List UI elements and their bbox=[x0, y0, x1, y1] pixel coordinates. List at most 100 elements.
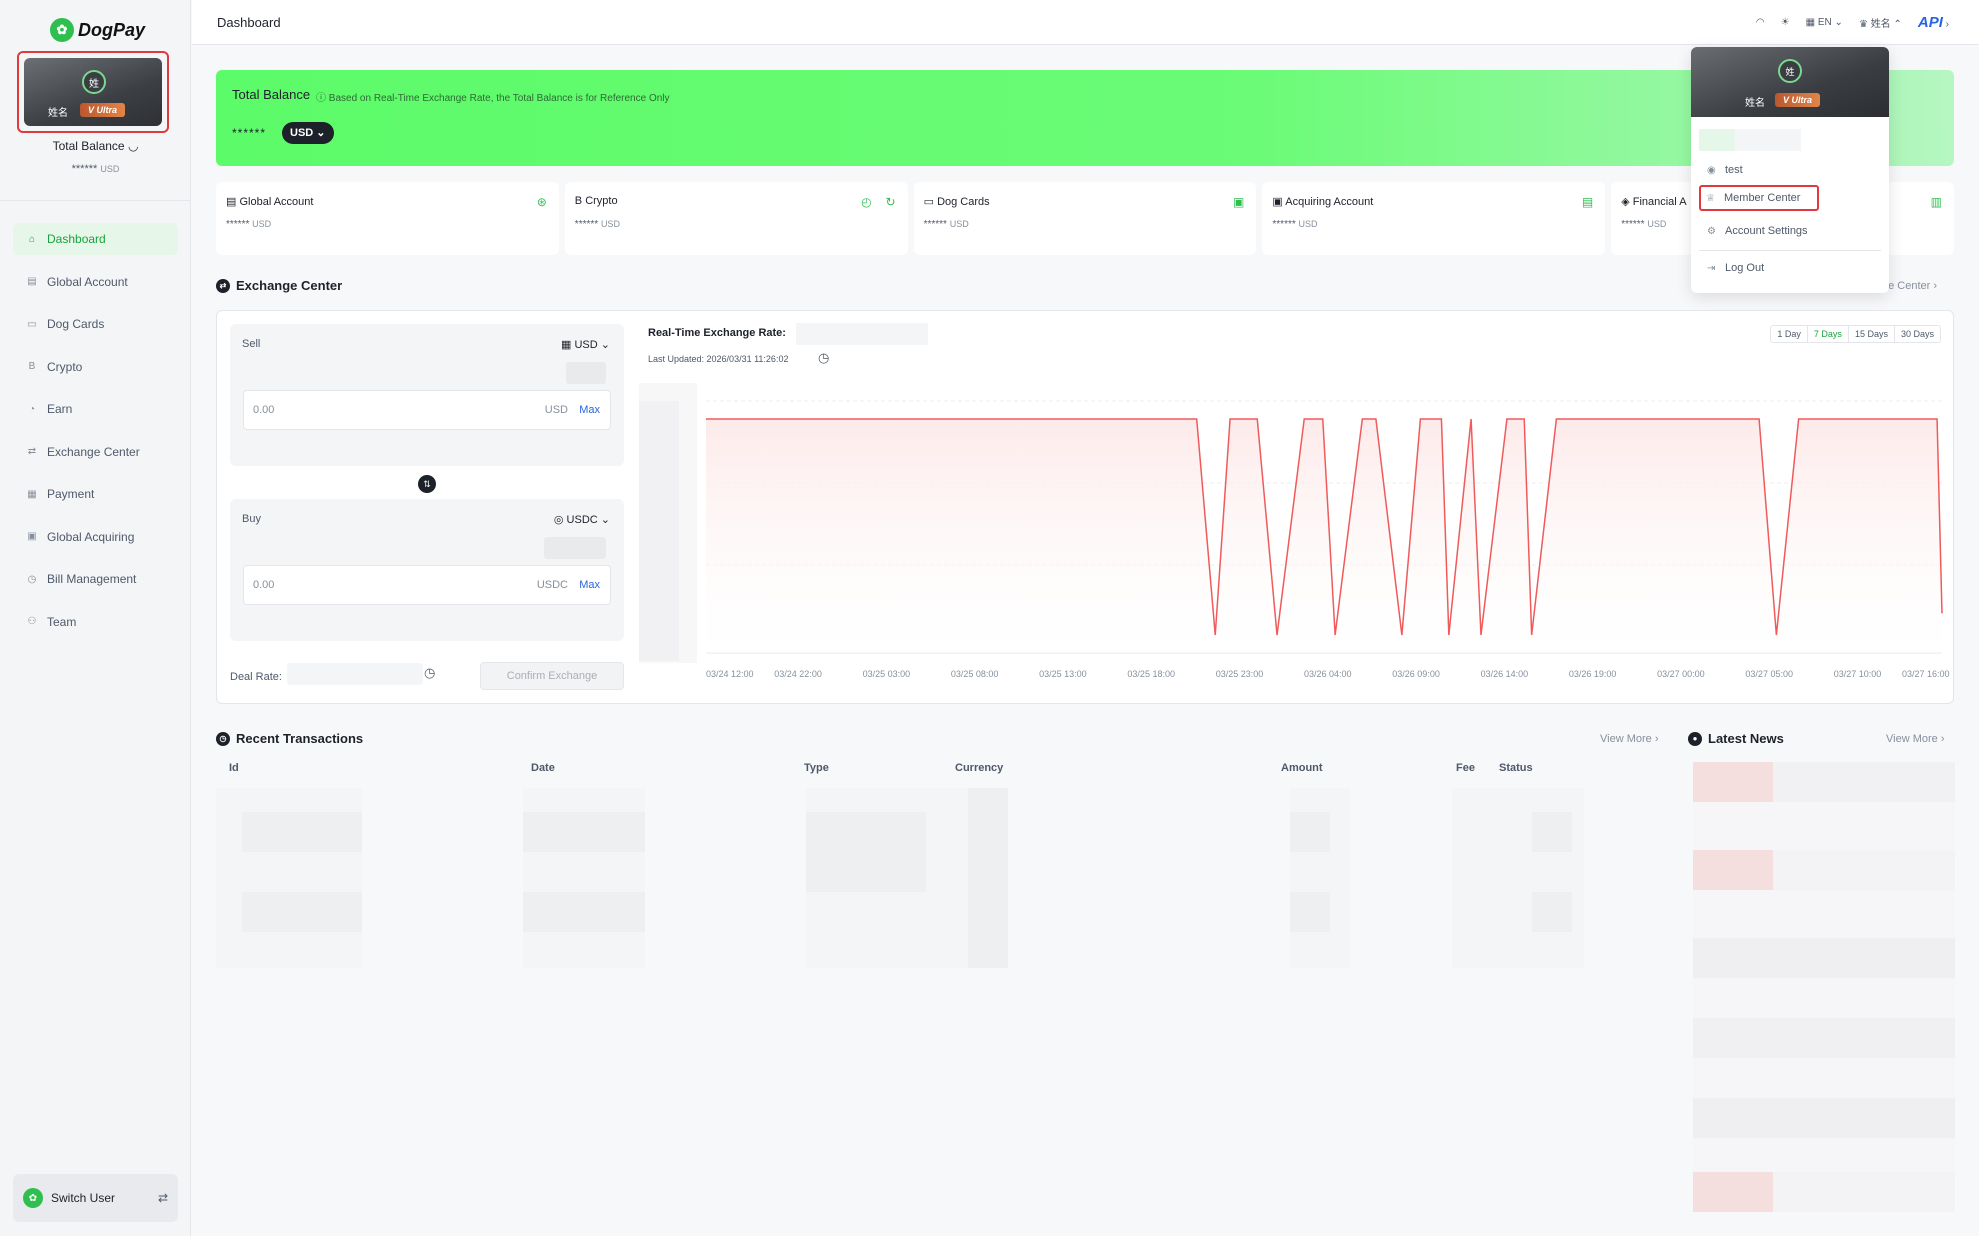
bitcoin-icon: B bbox=[28, 361, 36, 372]
clock-icon: ◷ bbox=[216, 731, 230, 746]
list-item[interactable] bbox=[1693, 850, 1955, 890]
deal-rate-value bbox=[287, 663, 423, 685]
sell-amount-input[interactable]: 0.00 USD Max bbox=[243, 390, 611, 430]
exchange-center-link[interactable]: ge Center › bbox=[1882, 280, 1938, 292]
sidebar-total-value: ****** USD bbox=[71, 163, 120, 175]
menu-item-account-settings[interactable]: ⚙ Account Settings bbox=[1707, 225, 1808, 237]
card-icon: ▭ bbox=[923, 196, 934, 208]
sidebar-item-global-acquiring[interactable]: ▣ Global Acquiring bbox=[27, 529, 135, 544]
account-card-acquiring[interactable]: ▣ Acquiring Account ****** USD ▤ bbox=[1262, 182, 1606, 255]
language-selector[interactable]: ▦ EN ⌄ bbox=[1805, 17, 1843, 28]
eye-closed-icon[interactable]: ◡ bbox=[127, 139, 139, 153]
sidebar-item-bill-management[interactable]: ◷ Bill Management bbox=[27, 572, 137, 586]
bitcoin-icon: B bbox=[574, 195, 583, 207]
sell-max-button[interactable]: Max bbox=[579, 404, 600, 416]
account-card-dog-cards[interactable]: ▭ Dog Cards ****** USD ▣ bbox=[913, 182, 1257, 255]
tier-badge: V Ultra bbox=[80, 103, 126, 117]
earn-icon: ◔ bbox=[28, 403, 36, 415]
x-tick-label: 03/26 14:00 bbox=[1481, 669, 1529, 679]
acquiring-icon: ▣ bbox=[27, 531, 37, 542]
account-card-global[interactable]: ▤ Global Account ****** USD ⊛ bbox=[216, 182, 559, 255]
add-card-icon[interactable]: ▣ bbox=[1233, 195, 1245, 209]
sidebar-item-dashboard[interactable]: ⌂ Dashboard bbox=[13, 223, 178, 255]
switch-user-button[interactable]: ✿ Switch User ⇄ bbox=[13, 1174, 178, 1222]
sidebar-item-dog-cards[interactable]: ▭ Dog Cards bbox=[27, 317, 105, 331]
chevron-down-icon: ⌄ bbox=[1834, 17, 1843, 28]
confirm-exchange-button[interactable]: Confirm Exchange bbox=[480, 662, 624, 690]
sidebar-item-team[interactable]: ⚇ Team bbox=[27, 614, 77, 629]
avatar: 姓 bbox=[1778, 59, 1802, 83]
buy-amount-input[interactable]: 0.00 USDC Max bbox=[243, 565, 611, 605]
api-link[interactable]: API › bbox=[1917, 14, 1949, 31]
divider bbox=[1699, 250, 1881, 251]
menu-item-log-out[interactable]: ⇥ Log Out bbox=[1707, 262, 1765, 274]
range-selector: 1 Day 7 Days 15 Days 30 Days bbox=[1770, 325, 1941, 343]
x-tick-label: 03/27 00:00 bbox=[1657, 669, 1705, 679]
col-date: Date bbox=[531, 762, 555, 774]
rate-value bbox=[796, 323, 928, 345]
swap-currencies-button[interactable]: ⇅ bbox=[418, 475, 436, 493]
buy-currency-select[interactable]: ◎ USDC ⌄ bbox=[553, 514, 610, 526]
x-tick-label: 03/25 18:00 bbox=[1127, 669, 1175, 679]
list-item[interactable] bbox=[1693, 938, 1955, 978]
col-currency: Currency bbox=[955, 762, 1004, 774]
sidebar-item-crypto[interactable]: B Crypto bbox=[13, 351, 178, 383]
headset-icon[interactable]: ◠ bbox=[1755, 17, 1765, 28]
exchange-rate-chart: 03/24 12:00 03/24 22:00 03/25 03:00 03/25 0… bbox=[639, 383, 1950, 679]
range-15-days[interactable]: 15 Days bbox=[1849, 326, 1895, 342]
bank-icon: ▤ bbox=[226, 196, 237, 208]
col-type: Type bbox=[804, 762, 829, 774]
refresh-icon[interactable]: ↻ bbox=[885, 195, 896, 209]
sidebar-item-payment[interactable]: ▦ Payment bbox=[27, 487, 95, 501]
menu-item-member-center[interactable]: ♕ Member Center bbox=[1699, 185, 1819, 211]
refresh-icon[interactable]: ◷ bbox=[818, 350, 830, 365]
dropdown-member-card[interactable]: 姓 姓名 V Ultra bbox=[1691, 47, 1889, 117]
x-tick-label: 03/25 08:00 bbox=[951, 669, 999, 679]
list-item[interactable] bbox=[1693, 1018, 1955, 1058]
sidebar-total-label[interactable]: Total Balance ◡ bbox=[52, 139, 139, 153]
member-card[interactable]: 姓 姓名 V Ultra bbox=[17, 51, 169, 133]
menu-item-user[interactable]: ◉ test bbox=[1707, 164, 1743, 176]
rate-title: Real-Time Exchange Rate: bbox=[648, 327, 786, 339]
exchange-icon[interactable]: ⊛ bbox=[536, 195, 547, 209]
range-7-days[interactable]: 7 Days bbox=[1808, 326, 1849, 342]
list-item[interactable] bbox=[1693, 1172, 1955, 1212]
range-30-days[interactable]: 30 Days bbox=[1900, 329, 1934, 339]
exchange-icon: ⇄ bbox=[27, 446, 37, 457]
financial-action-icon[interactable]: ▥ bbox=[1930, 195, 1942, 209]
latest-news-title: ● Latest News bbox=[1688, 731, 1784, 746]
transfer-icon[interactable]: ▤ bbox=[1581, 195, 1594, 209]
dog-logo-icon: ✿ bbox=[23, 1188, 43, 1208]
dog-logo-icon: ✿ bbox=[50, 18, 74, 42]
user-menu-trigger[interactable]: ♛ 姓名 ⌃ bbox=[1858, 19, 1902, 30]
sidebar: ✿ DogPay 姓 姓名 V Ultra Total Balance ◡ **… bbox=[0, 0, 191, 1236]
crown-icon: ♕ bbox=[1706, 192, 1715, 204]
news-view-more[interactable]: View More › bbox=[1886, 733, 1945, 745]
theme-sun-icon[interactable]: ☀ bbox=[1780, 17, 1790, 28]
transactions-view-more[interactable]: View More › bbox=[1600, 733, 1659, 745]
range-1-day[interactable]: 1 Day bbox=[1771, 326, 1808, 342]
deposit-icon[interactable]: ◴ bbox=[861, 195, 872, 209]
sidebar-item-exchange-center[interactable]: ⇄ Exchange Center bbox=[27, 444, 140, 459]
list-item[interactable] bbox=[1693, 762, 1955, 802]
currency-selector[interactable]: USD ⌄ bbox=[282, 122, 334, 144]
recent-transactions-title: ◷ Recent Transactions bbox=[216, 731, 363, 746]
x-tick-label: 03/26 09:00 bbox=[1392, 669, 1440, 679]
rate-line bbox=[706, 418, 1943, 636]
page-title: Dashboard bbox=[217, 15, 281, 30]
exchange-panel: Sell ▦ USD ⌄ 0.00 USD Max ⇅ Buy ◎ USDC ⌄… bbox=[216, 310, 1954, 704]
chevron-right-icon: › bbox=[1945, 19, 1949, 30]
sell-currency-select[interactable]: ▦ USD ⌄ bbox=[561, 339, 610, 351]
sidebar-item-earn[interactable]: ◔ Earn bbox=[13, 393, 178, 425]
account-card-crypto[interactable]: B Crypto ****** USD ◴ ↻ bbox=[564, 182, 908, 255]
logo[interactable]: ✿ DogPay bbox=[50, 18, 145, 42]
col-amount: Amount bbox=[1281, 762, 1323, 774]
list-item[interactable] bbox=[1693, 1098, 1955, 1138]
bill-icon: ◷ bbox=[27, 573, 37, 585]
sidebar-item-global-account[interactable]: ▤ Global Account bbox=[27, 274, 128, 289]
x-tick-label: 03/25 23:00 bbox=[1216, 669, 1264, 679]
member-name: 姓名 bbox=[48, 108, 68, 119]
buy-max-button[interactable]: Max bbox=[579, 579, 600, 591]
redacted-user-id bbox=[1699, 129, 1801, 151]
x-tick-label: 03/25 13:00 bbox=[1039, 669, 1087, 679]
